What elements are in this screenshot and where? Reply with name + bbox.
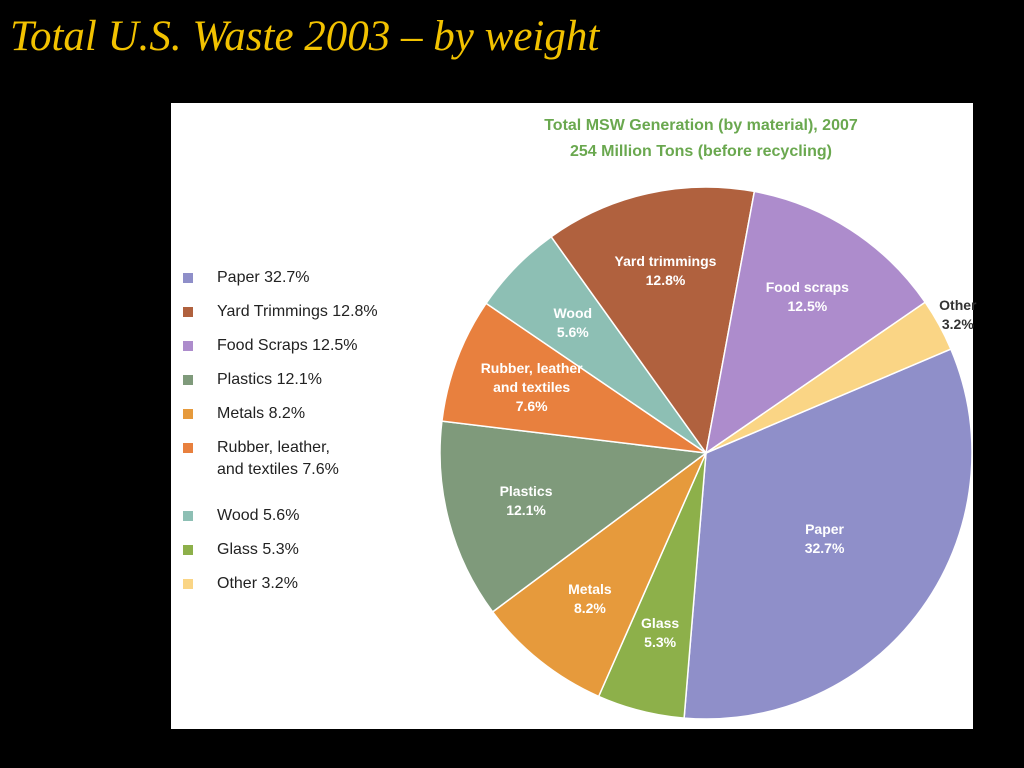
chart-title: Total MSW Generation (by material), 2007 (544, 117, 858, 134)
pie-slice-other (705, 301, 952, 454)
legend-swatch (183, 443, 193, 453)
chart-title-block: Total MSW Generation (by material), 2007… (501, 113, 901, 165)
slice-label-paper: Paper 32.7% (804, 520, 845, 556)
pie-slice-food-scraps (704, 190, 927, 455)
slice-label-yard-trimmings: Yard trimmings 12.8% (614, 253, 717, 289)
legend-swatch (183, 409, 193, 419)
pie-chart (439, 186, 973, 720)
legend-swatch (183, 375, 193, 385)
pie-slice-rubber-leather-and-textiles (441, 302, 707, 454)
slice-label-glass: Glass 5.3% (641, 615, 680, 651)
slice-label-food-scraps: Food scraps 12.5% (765, 278, 849, 314)
legend-label: Glass 5.3% (217, 541, 299, 558)
legend-swatch (183, 545, 193, 555)
legend-label: Rubber, leather, and textiles 7.6% (217, 439, 339, 478)
slide-title: Total U.S. Waste 2003 – by weight (10, 13, 600, 60)
legend-swatch (183, 579, 193, 589)
pie-slice-metals (491, 450, 708, 698)
pie-slice-yard-trimmings (550, 186, 756, 455)
chart-subtitle: 254 Million Tons (before recycling) (570, 143, 832, 160)
pie-slice-plastics (439, 420, 708, 613)
legend-swatch (183, 307, 193, 317)
legend-label: Plastics 12.1% (217, 371, 322, 388)
legend-label: Yard Trimmings 12.8% (217, 303, 378, 320)
legend-label: Food Scraps 12.5% (217, 337, 358, 354)
legend-label: Paper 32.7% (217, 269, 310, 286)
slice-label-metals: Metals 8.2% (568, 580, 612, 616)
slice-label-wood: Wood 5.6% (553, 304, 593, 340)
legend-swatch (183, 341, 193, 351)
slice-label-plastics: Plastics 12.1% (499, 482, 553, 518)
legend-label: Other 3.2% (217, 575, 298, 592)
slice-label-rubber-leather-and-textiles: Rubber, leather and textiles 7.6% (480, 360, 583, 415)
slice-label-other: Other 3.2% (939, 296, 977, 332)
legend-swatch (183, 273, 193, 283)
chart-figure: Total MSW Generation (by material), 2007… (171, 103, 977, 729)
pie-slice-paper (683, 348, 973, 720)
legend-label: Metals 8.2% (217, 405, 306, 422)
legend-label: Wood 5.6% (217, 507, 300, 524)
legend-swatch (183, 511, 193, 521)
